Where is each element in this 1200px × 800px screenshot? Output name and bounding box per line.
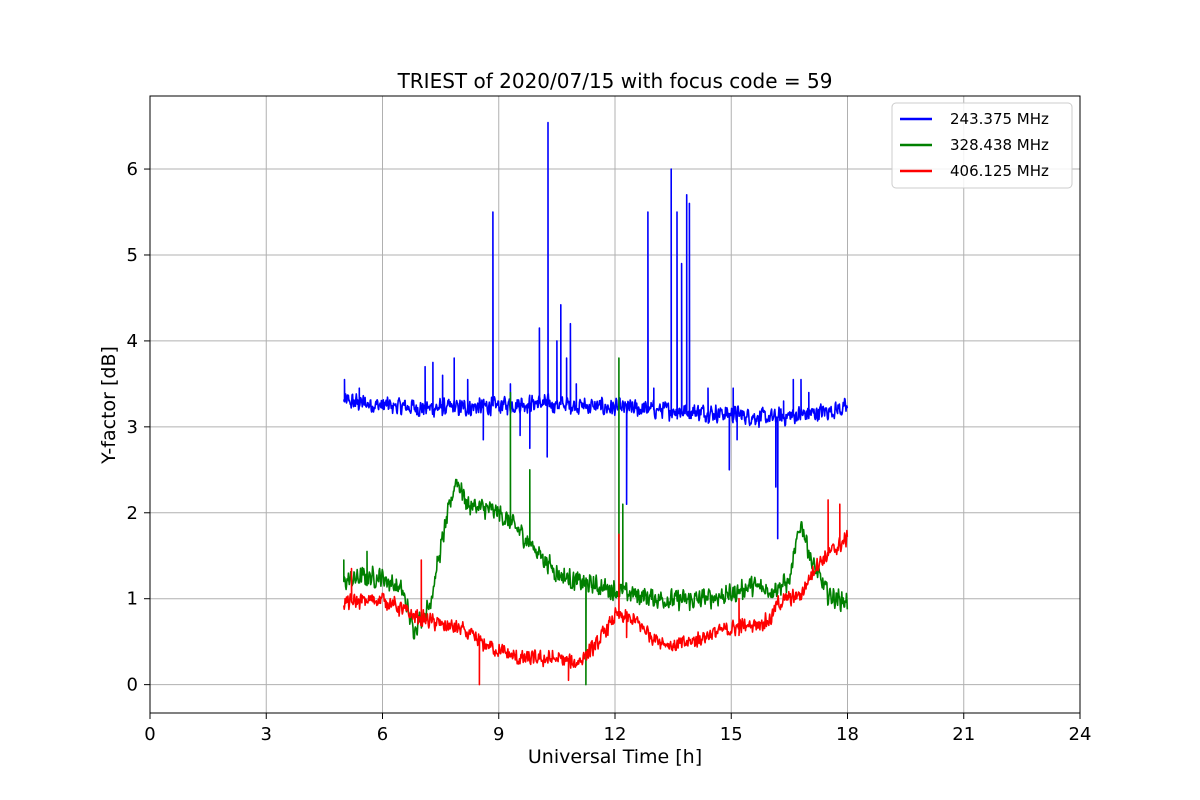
series-layer — [343, 121, 849, 686]
y-tick-label: 3 — [127, 417, 138, 438]
x-tick-label: 15 — [720, 724, 743, 745]
legend-label-328: 328.438 MHz — [950, 136, 1049, 154]
y-axis-label: Y-factor [dB] — [98, 346, 120, 465]
x-tick-label: 3 — [261, 724, 272, 745]
legend: 243.375 MHz 328.438 MHz 406.125 MHz — [891, 102, 1073, 189]
y-tick-label: 0 — [127, 675, 138, 696]
x-axis-label: Universal Time [h] — [528, 746, 702, 768]
y-tick-label: 1 — [127, 589, 138, 610]
series-line-328 — [343, 357, 849, 686]
legend-box — [891, 102, 1073, 189]
series-line-243 — [343, 121, 849, 540]
legend-label-406: 406.125 MHz — [950, 162, 1049, 180]
x-tick-label: 9 — [493, 724, 504, 745]
y-tick-label: 2 — [127, 503, 138, 524]
x-tick-label: 18 — [836, 724, 859, 745]
x-tick-label: 21 — [952, 724, 975, 745]
y-tick-label: 4 — [127, 331, 138, 352]
chart-title: TRIEST of 2020/07/15 with focus code = 5… — [397, 69, 833, 93]
y-axis: 0 1 2 3 4 5 6 — [127, 159, 150, 696]
x-tick-label: 0 — [144, 724, 155, 745]
legend-label-243: 243.375 MHz — [950, 110, 1049, 128]
x-axis: 0 3 6 9 12 15 18 21 24 — [144, 713, 1091, 745]
x-tick-label: 6 — [377, 724, 388, 745]
x-tick-label: 12 — [604, 724, 627, 745]
x-tick-label: 24 — [1069, 724, 1092, 745]
series-line-406 — [343, 499, 849, 686]
y-tick-label: 5 — [127, 245, 138, 266]
y-tick-label: 6 — [127, 159, 138, 180]
